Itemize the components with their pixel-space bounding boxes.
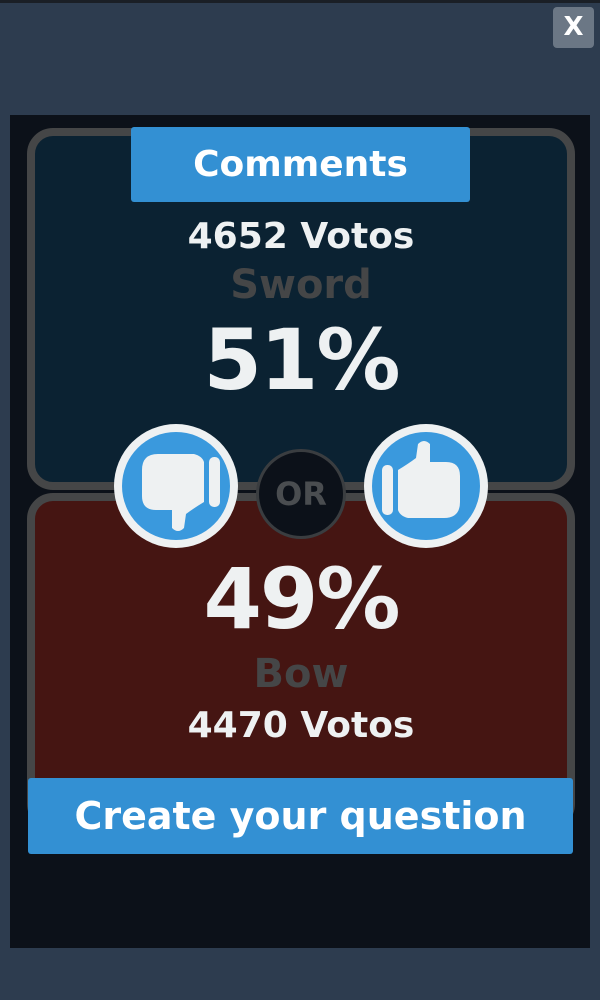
create-question-button[interactable]: Create your question xyxy=(28,778,573,854)
option-a-percent: 51% xyxy=(203,311,400,409)
like-button[interactable] xyxy=(364,424,488,548)
option-a-votes: 4652 Votos xyxy=(187,216,415,257)
close-button[interactable]: X xyxy=(553,7,594,48)
option-b-name: Bow xyxy=(253,651,349,697)
or-separator: OR xyxy=(256,449,346,539)
option-b-percent: 49% xyxy=(203,550,400,648)
top-border xyxy=(0,0,600,3)
option-b-votes: 4470 Votos xyxy=(187,705,415,746)
thumbs-down-icon xyxy=(142,454,220,531)
comments-button[interactable]: Comments xyxy=(131,127,470,202)
thumbs-up-icon xyxy=(382,441,460,518)
option-a-name: Sword xyxy=(230,262,372,308)
dislike-button[interactable] xyxy=(114,424,238,548)
